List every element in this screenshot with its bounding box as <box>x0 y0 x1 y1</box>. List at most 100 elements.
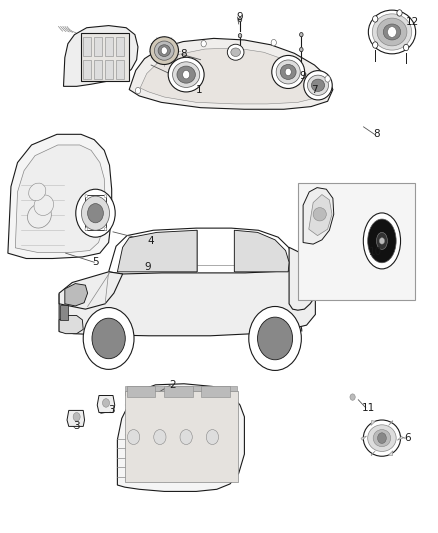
Text: 9: 9 <box>145 262 152 271</box>
Ellipse shape <box>367 425 396 451</box>
Text: 3: 3 <box>73 422 80 431</box>
Ellipse shape <box>376 232 387 249</box>
Circle shape <box>373 42 378 48</box>
Circle shape <box>373 16 378 22</box>
Ellipse shape <box>150 37 179 64</box>
Ellipse shape <box>173 62 200 87</box>
Polygon shape <box>361 436 367 440</box>
Bar <box>298 183 415 300</box>
Ellipse shape <box>377 18 407 46</box>
Polygon shape <box>67 410 85 426</box>
Polygon shape <box>8 134 112 259</box>
Ellipse shape <box>304 70 332 100</box>
Bar <box>94 37 102 56</box>
Bar <box>85 195 106 230</box>
Ellipse shape <box>154 41 174 60</box>
Ellipse shape <box>276 60 300 84</box>
Circle shape <box>88 204 103 223</box>
Text: 4: 4 <box>148 236 155 246</box>
Text: 12: 12 <box>406 18 419 27</box>
Bar <box>125 391 238 482</box>
Polygon shape <box>15 145 105 253</box>
Ellipse shape <box>272 55 305 88</box>
Ellipse shape <box>280 64 296 79</box>
Circle shape <box>127 430 140 445</box>
Text: 5: 5 <box>92 257 99 267</box>
Ellipse shape <box>177 66 195 83</box>
Ellipse shape <box>363 213 400 269</box>
Text: 3: 3 <box>108 406 115 415</box>
Text: 7: 7 <box>311 85 318 94</box>
Circle shape <box>397 10 402 16</box>
Circle shape <box>379 238 385 244</box>
Bar <box>116 60 124 79</box>
Bar <box>201 386 230 397</box>
Ellipse shape <box>313 207 326 221</box>
Circle shape <box>388 27 396 37</box>
Circle shape <box>258 317 293 360</box>
Circle shape <box>300 33 303 37</box>
Polygon shape <box>59 272 123 309</box>
Ellipse shape <box>373 430 391 447</box>
Ellipse shape <box>311 79 325 92</box>
Circle shape <box>92 318 125 359</box>
Polygon shape <box>129 38 333 109</box>
Circle shape <box>104 228 107 231</box>
Polygon shape <box>65 284 88 306</box>
Bar <box>83 60 91 79</box>
Circle shape <box>180 430 192 445</box>
Circle shape <box>81 196 110 230</box>
Circle shape <box>206 430 219 445</box>
Text: 1: 1 <box>196 85 203 94</box>
Circle shape <box>403 44 409 51</box>
Circle shape <box>154 430 166 445</box>
Polygon shape <box>397 436 403 440</box>
Bar <box>164 386 193 397</box>
Polygon shape <box>97 395 115 413</box>
Circle shape <box>350 394 355 400</box>
Circle shape <box>85 195 88 198</box>
Circle shape <box>183 70 190 79</box>
Circle shape <box>378 433 386 443</box>
Polygon shape <box>117 230 197 272</box>
Circle shape <box>73 413 80 421</box>
Polygon shape <box>109 228 293 274</box>
Ellipse shape <box>231 48 240 56</box>
Ellipse shape <box>372 14 412 50</box>
Ellipse shape <box>168 58 204 92</box>
Circle shape <box>300 47 303 52</box>
Text: 2: 2 <box>170 380 177 390</box>
Text: 10: 10 <box>369 247 382 256</box>
Circle shape <box>104 195 107 198</box>
Polygon shape <box>389 451 393 456</box>
Ellipse shape <box>307 75 328 95</box>
Circle shape <box>85 228 88 231</box>
Text: 8: 8 <box>180 50 187 59</box>
Polygon shape <box>309 195 332 236</box>
Polygon shape <box>60 305 68 320</box>
Polygon shape <box>125 386 237 395</box>
Polygon shape <box>389 421 393 425</box>
Bar <box>105 37 113 56</box>
Text: 11: 11 <box>362 403 375 413</box>
Ellipse shape <box>28 204 51 228</box>
Circle shape <box>76 189 115 237</box>
Bar <box>105 60 113 79</box>
Ellipse shape <box>34 195 53 215</box>
Polygon shape <box>59 257 315 336</box>
Polygon shape <box>117 384 244 491</box>
Circle shape <box>325 76 330 82</box>
Bar <box>116 37 124 56</box>
Circle shape <box>201 41 206 47</box>
Circle shape <box>135 87 141 94</box>
Polygon shape <box>64 26 138 86</box>
Text: 9: 9 <box>299 71 306 80</box>
Ellipse shape <box>227 44 244 60</box>
Polygon shape <box>234 230 289 272</box>
Polygon shape <box>140 48 318 104</box>
Circle shape <box>83 308 134 369</box>
Text: 9: 9 <box>237 12 244 22</box>
Text: 8: 8 <box>373 130 380 139</box>
Text: 6: 6 <box>404 433 411 443</box>
Ellipse shape <box>28 183 46 201</box>
